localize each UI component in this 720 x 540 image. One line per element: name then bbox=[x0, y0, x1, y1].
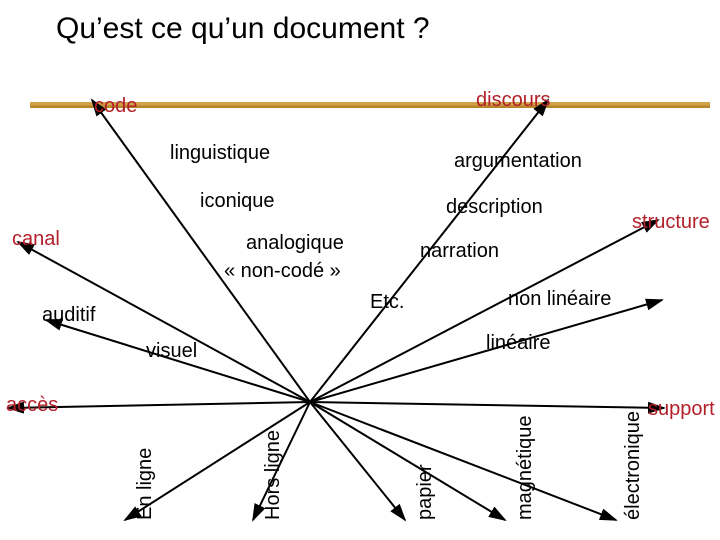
label-acces: accès bbox=[6, 394, 58, 417]
vlabel-electronique: électronique bbox=[622, 411, 645, 520]
label-support: support bbox=[648, 398, 715, 421]
label-etc: Etc. bbox=[370, 291, 404, 314]
label-visuel: visuel bbox=[146, 340, 197, 363]
label-description: description bbox=[446, 196, 543, 219]
vlabel-horsligne: Hors ligne bbox=[262, 430, 285, 520]
label-canal: canal bbox=[12, 228, 60, 251]
vlabel-magnetique: magnétique bbox=[514, 415, 537, 520]
label-lineaire: linéaire bbox=[486, 332, 550, 355]
label-iconique: iconique bbox=[200, 190, 275, 213]
label-analogique: analogique bbox=[246, 232, 344, 255]
arrow-layer bbox=[0, 0, 720, 540]
label-nonlineaire: non linéaire bbox=[508, 288, 611, 311]
label-discours: discours bbox=[476, 89, 550, 112]
label-linguistique: linguistique bbox=[170, 142, 270, 165]
label-argumentation: argumentation bbox=[454, 150, 582, 173]
vlabel-enligne: En ligne bbox=[134, 448, 157, 520]
label-narration: narration bbox=[420, 240, 499, 263]
vlabel-papier: papier bbox=[414, 464, 437, 520]
label-structure: structure bbox=[632, 211, 710, 234]
label-code: code bbox=[94, 95, 137, 118]
label-noncode: « non-codé » bbox=[224, 260, 341, 283]
label-auditif: auditif bbox=[42, 304, 95, 327]
slide-title: Qu’est ce qu’un document ? bbox=[56, 12, 430, 46]
